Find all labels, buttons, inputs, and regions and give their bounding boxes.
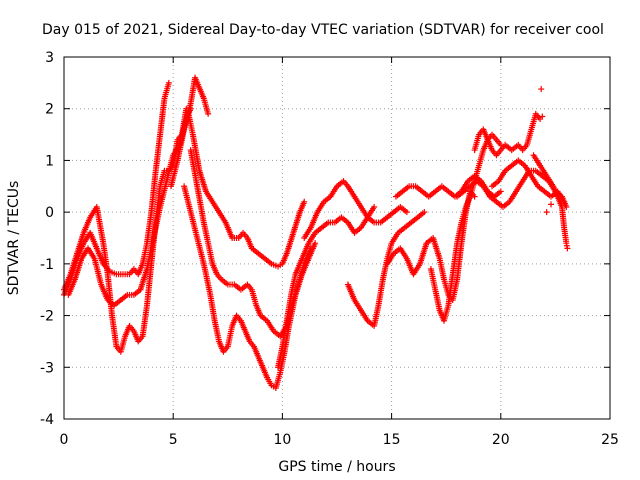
series-track-8 — [275, 203, 378, 371]
data-point — [543, 209, 550, 216]
data-point — [165, 79, 172, 86]
data-point — [539, 113, 546, 120]
x-tick-label: 0 — [60, 432, 69, 448]
data-point — [561, 198, 568, 205]
y-tick-label: -4 — [40, 412, 54, 428]
series-track-17 — [489, 157, 568, 205]
series-track-7 — [181, 183, 319, 391]
x-axis-label: GPS time / hours — [278, 459, 395, 475]
y-tick-label: -3 — [40, 360, 54, 376]
y-tick-label: -1 — [40, 257, 54, 273]
data-point — [548, 201, 555, 208]
data-point — [421, 209, 428, 216]
grid-lines — [64, 57, 610, 419]
data-point — [403, 209, 410, 216]
x-tick-label: 5 — [169, 432, 178, 448]
series-track-10 — [344, 209, 428, 329]
series-track-4 — [168, 74, 212, 190]
x-tick-label: 15 — [383, 432, 401, 448]
chart-title: Day 015 of 2021, Sidereal Day-to-day VTE… — [42, 22, 604, 38]
data-point — [371, 203, 378, 210]
series-track-5 — [185, 110, 308, 270]
y-axis-label: SDTVAR / TECUs — [6, 181, 22, 296]
x-tick-label: 10 — [273, 432, 291, 448]
axis-ticks: 0 5 10 15 20 25 -4 -3 -2 -1 0 1 2 3 — [40, 50, 619, 448]
y-tick-label: 0 — [45, 205, 54, 221]
data-point — [497, 188, 504, 195]
data-point — [312, 240, 319, 247]
data-point — [564, 245, 571, 252]
y-tick-label: 3 — [45, 50, 54, 66]
plot-frame — [63, 56, 611, 420]
y-tick-label: 1 — [45, 153, 54, 169]
x-tick-label: 20 — [492, 432, 510, 448]
data-point — [205, 110, 212, 117]
data-point — [538, 86, 545, 93]
series-track-9 — [301, 178, 410, 241]
data-point — [301, 198, 308, 205]
series-track-14 — [471, 110, 544, 159]
y-tick-label: -2 — [40, 309, 54, 325]
series-track-2 — [61, 105, 190, 355]
data-points — [61, 74, 571, 391]
isolated-points — [538, 86, 555, 216]
y-tick-label: 2 — [45, 102, 54, 118]
x-tick-label: 25 — [601, 432, 619, 448]
